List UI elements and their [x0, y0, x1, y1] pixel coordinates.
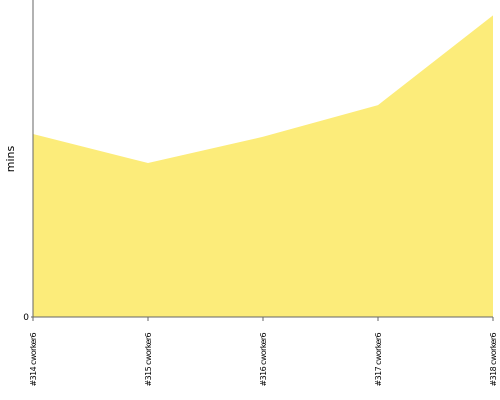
- y-axis-label: mins: [4, 145, 17, 172]
- x-tick-label: #314 cworker6: [29, 333, 38, 387]
- x-tick-label: #315 cworker6: [144, 333, 153, 387]
- area: [33, 15, 493, 317]
- x-tick-label: #317 cworker6: [374, 333, 383, 387]
- x-tick-label: #316 cworker6: [259, 333, 268, 387]
- x-tick-label: #318 cworker6: [489, 333, 498, 387]
- y-tick-label: 0: [23, 313, 29, 323]
